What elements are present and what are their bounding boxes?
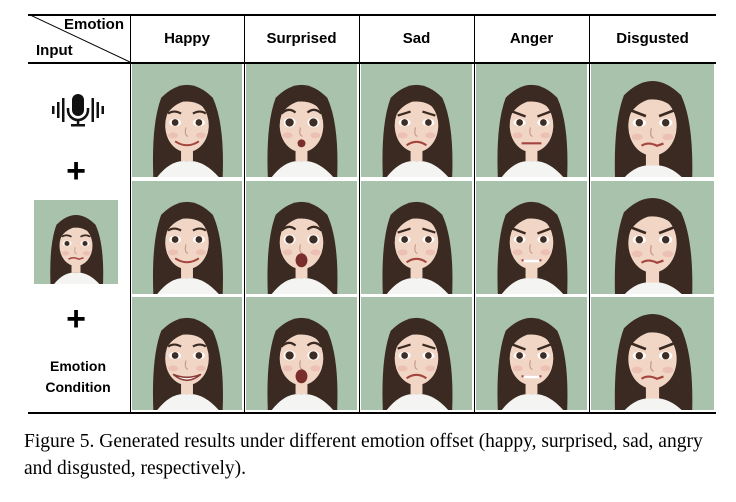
portrait-disgusted-row1 xyxy=(591,64,714,177)
column-divider xyxy=(244,14,245,414)
header-divider xyxy=(28,62,716,64)
portrait-anger-row1 xyxy=(476,64,587,177)
reference-portrait xyxy=(34,200,118,284)
column-divider xyxy=(474,14,475,414)
portrait-happy-row1 xyxy=(132,64,242,177)
plus-sign-2: + xyxy=(66,300,86,338)
column-header-surprised: Surprised xyxy=(266,29,337,47)
table-bottom-border xyxy=(28,412,716,414)
portrait-surprised-row3 xyxy=(246,297,357,410)
figure-caption: Figure 5. Generated results under differ… xyxy=(24,431,703,479)
column-header-sad: Sad xyxy=(402,29,431,47)
column-divider xyxy=(589,14,590,414)
column-divider xyxy=(359,14,360,414)
microphone-waveform-icon xyxy=(52,94,104,127)
plus-sign-1: + xyxy=(66,152,86,190)
column-header-disgusted: Disgusted xyxy=(616,29,689,47)
portrait-anger-row2 xyxy=(476,181,587,294)
portrait-sad-row2 xyxy=(361,181,472,294)
portrait-happy-row3 xyxy=(132,297,242,410)
portrait-sad-row1 xyxy=(361,64,472,177)
input-column-divider xyxy=(130,14,131,414)
corner-emotion-label: Emotion xyxy=(64,16,124,33)
portrait-happy-row2 xyxy=(132,181,242,294)
emotion-condition-line1: Emotion xyxy=(50,358,106,374)
corner-diagonal xyxy=(28,14,130,62)
portrait-disgusted-row3 xyxy=(591,297,714,410)
portrait-anger-row3 xyxy=(476,297,587,410)
figure-table: Emotion Input Happy Surprised Sad Anger … xyxy=(28,14,716,414)
portrait-sad-row3 xyxy=(361,297,472,410)
table-top-border xyxy=(28,14,716,16)
column-header-happy: Happy xyxy=(164,29,210,47)
portrait-surprised-row1 xyxy=(246,64,357,177)
corner-input-label: Input xyxy=(36,42,73,59)
portrait-surprised-row2 xyxy=(246,181,357,294)
emotion-condition-line2: Condition xyxy=(45,379,111,395)
input-column: + + Emotion Condition xyxy=(28,62,130,414)
column-header-anger: Anger xyxy=(509,29,554,47)
portrait-disgusted-row2 xyxy=(591,181,714,294)
